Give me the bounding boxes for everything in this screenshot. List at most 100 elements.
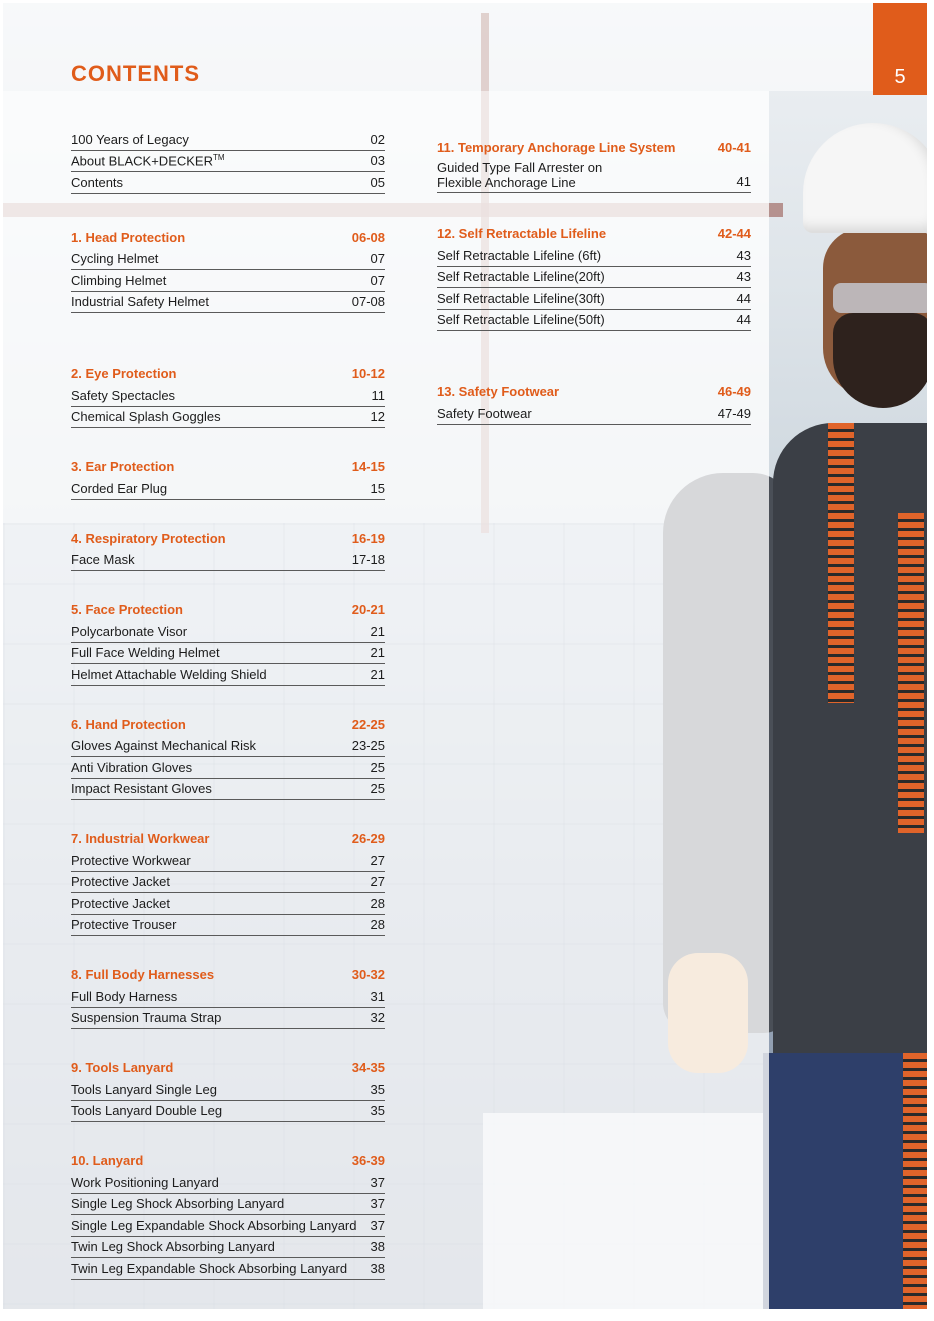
toc-entry[interactable]: Guided Type Fall Arrester on Flexible An…	[437, 159, 751, 193]
toc-section-range: 06-08	[351, 229, 385, 245]
toc-entry[interactable]: Industrial Safety Helmet 07-08	[71, 292, 385, 313]
toc-section-heading[interactable]: 6. Hand Protection 22-25	[71, 716, 385, 736]
toc-entry[interactable]: Chemical Splash Goggles 12	[71, 407, 385, 428]
toc-intro: 100 Years of Legacy 02 About BLACK+DECKERT…	[71, 129, 385, 194]
toc-section-heading[interactable]: 11. Temporary Anchorage Line System 40-41	[437, 139, 751, 159]
toc-entry[interactable]: Gloves Against Mechanical Risk 23-25	[71, 736, 385, 757]
toc-entry[interactable]: Safety Footwear 47-49	[437, 403, 751, 425]
toc-entry[interactable]: Anti Vibration Gloves 25	[71, 757, 385, 779]
toc-section: 10. Lanyard 36-39 Work Positioning Lanyard…	[71, 1152, 385, 1280]
toc-entry-label: Climbing Helmet	[71, 272, 167, 288]
toc-entry[interactable]: 100 Years of Legacy 02	[71, 129, 385, 151]
toc-entry-page: 44	[736, 290, 751, 306]
toc-section-title: 10. Lanyard	[71, 1153, 144, 1168]
toc-entry-page: 38	[370, 1260, 385, 1276]
toc-entry[interactable]: Self Retractable Lifeline(50ft) 44	[437, 310, 751, 331]
worker-figure	[663, 93, 927, 1309]
toc-section-heading[interactable]: 9. Tools Lanyard 34-35	[71, 1059, 385, 1079]
header-band	[3, 3, 927, 91]
toc-entry-label: Full Face Welding Helmet	[71, 645, 220, 660]
toc-section-range: 40-41	[717, 140, 751, 155]
toc-entry[interactable]: Helmet Attachable Welding Shield 21	[71, 664, 385, 686]
toc-entry[interactable]: Polycarbonate Visor 21	[71, 621, 385, 643]
toc-entry[interactable]: Protective Workwear 27	[71, 850, 385, 872]
toc-section-heading[interactable]: 13. Safety Footwear 46-49	[437, 383, 751, 403]
toc-entry[interactable]: Self Retractable Lifeline (6ft) 43	[437, 245, 751, 267]
toc-entry[interactable]: Single Leg Expandable Shock Absorbing La…	[71, 1215, 385, 1237]
toc-entry[interactable]: Twin Leg Expandable Shock Absorbing Lany…	[71, 1258, 385, 1280]
toc-section-heading[interactable]: 2. Eye Protection 10-12	[71, 365, 385, 385]
toc-entry-label: Twin Leg Shock Absorbing Lanyard	[71, 1239, 275, 1254]
toc-entry-label: 100 Years of Legacy	[71, 131, 189, 147]
toc-entry-label: Work Positioning Lanyard	[71, 1174, 219, 1190]
toc-section-range: 16-19	[351, 530, 385, 546]
toc-entry-page: 27	[370, 852, 385, 868]
toc-section-title: 4. Respiratory Protection	[71, 530, 226, 546]
toc-entry[interactable]: Work Positioning Lanyard 37	[71, 1172, 385, 1194]
toc-entry[interactable]: Tools Lanyard Single Leg 35	[71, 1079, 385, 1101]
toc-section-heading[interactable]: 7. Industrial Workwear 26-29	[71, 830, 385, 850]
toc-section-heading[interactable]: 3. Ear Protection 14-15	[71, 458, 385, 478]
toc-entry-page: 07-08	[351, 294, 385, 309]
toc-entry[interactable]: Twin Leg Shock Absorbing Lanyard 38	[71, 1237, 385, 1258]
toc-entry-label: Cycling Helmet	[71, 251, 159, 266]
toc-section: 8. Full Body Harnesses 30-32 Full Body Har…	[71, 966, 385, 1029]
toc-entry[interactable]: Protective Jacket 28	[71, 893, 385, 915]
toc-entry[interactable]: Full Face Welding Helmet 21	[71, 643, 385, 664]
toc-entry[interactable]: Cycling Helmet 07	[71, 249, 385, 270]
toc-entry-page: 21	[370, 623, 385, 639]
toc-section-heading[interactable]: 8. Full Body Harnesses 30-32	[71, 966, 385, 986]
toc-section-heading[interactable]: 12. Self Retractable Lifeline 42-44	[437, 225, 751, 245]
toc-entry-page: 28	[370, 895, 385, 911]
toc-section: 3. Ear Protection 14-15 Corded Ear Plug 15	[71, 458, 385, 500]
toc-entry-page: 07	[370, 272, 385, 288]
toc-section: 2. Eye Protection 10-12 Safety Spectacles 1…	[71, 365, 385, 428]
toc-entry[interactable]: Protective Jacket 27	[71, 872, 385, 893]
toc-section-title: 3. Ear Protection	[71, 459, 175, 474]
toc-entry[interactable]: Protective Trouser 28	[71, 915, 385, 936]
toc-entry[interactable]: Suspension Trauma Strap 32	[71, 1008, 385, 1029]
toc-section-title: 1. Head Protection	[71, 229, 186, 245]
toc-entry[interactable]: Climbing Helmet 07	[71, 270, 385, 292]
toc-entry-page: 17-18	[351, 552, 385, 567]
toc-entry[interactable]: Impact Resistant Gloves 25	[71, 779, 385, 800]
toc-entry-page: 32	[370, 1010, 385, 1025]
toc-entry-page: 37	[370, 1174, 385, 1190]
toc-entry-page: 43	[736, 247, 751, 263]
toc-entry-page: 21	[370, 645, 385, 660]
toc-entry[interactable]: Corded Ear Plug 15	[71, 478, 385, 500]
toc-section-heading[interactable]: 1. Head Protection 06-08	[71, 229, 385, 249]
toc-section-heading[interactable]: 5. Face Protection 20-21	[71, 601, 385, 621]
toc-entry-page: 11	[371, 387, 386, 403]
toc-entry[interactable]: Full Body Harness 31	[71, 986, 385, 1008]
trademark-mark: TM	[212, 152, 225, 162]
toc-entry-page: 12	[370, 409, 385, 424]
toc-section-heading[interactable]: 4. Respiratory Protection 16-19	[71, 530, 385, 550]
toc-entry-page: 03	[370, 153, 385, 168]
toc-entry-page: 35	[370, 1081, 385, 1097]
toc-section: 12. Self Retractable Lifeline 42-44 Self R…	[437, 225, 751, 331]
toc-entry[interactable]: Self Retractable Lifeline(30ft) 44	[437, 288, 751, 310]
toc-entry-label: Self Retractable Lifeline(30ft)	[437, 290, 605, 306]
toc-entry[interactable]: Safety Spectacles 11	[71, 385, 385, 407]
toc-entry-label: Safety Footwear	[437, 405, 532, 421]
toc-entry[interactable]: About BLACK+DECKERTM 03	[71, 151, 385, 172]
toc-section: 13. Safety Footwear 46-49 Safety Footwear 4…	[437, 383, 751, 425]
harness-strap	[828, 423, 854, 703]
toc-entry-page: 37	[370, 1196, 385, 1211]
toc-entry-page: 23-25	[351, 738, 385, 753]
toc-entry-label: Tools Lanyard Double Leg	[71, 1103, 223, 1118]
toc-entry-label: Polycarbonate Visor	[71, 623, 188, 639]
toc-section-heading[interactable]: 10. Lanyard 36-39	[71, 1152, 385, 1172]
toc-section: 6. Hand Protection 22-25 Gloves Against Me…	[71, 716, 385, 800]
toc-entry[interactable]: Tools Lanyard Double Leg 35	[71, 1101, 385, 1122]
toc-entry-page: 44	[736, 312, 751, 327]
toc-entry-page: 38	[370, 1239, 385, 1254]
toc-entry-label: Single Leg Shock Absorbing Lanyard	[71, 1196, 285, 1211]
toc-entry[interactable]: Self Retractable Lifeline(20ft) 43	[437, 267, 751, 288]
toc-entry[interactable]: Single Leg Shock Absorbing Lanyard 37	[71, 1194, 385, 1215]
toc-section-title: 5. Face Protection	[71, 602, 183, 617]
toc-section-range: 34-35	[351, 1060, 385, 1075]
toc-entry[interactable]: Face Mask 17-18	[71, 550, 385, 571]
toc-entry[interactable]: Contents 05	[71, 172, 385, 194]
